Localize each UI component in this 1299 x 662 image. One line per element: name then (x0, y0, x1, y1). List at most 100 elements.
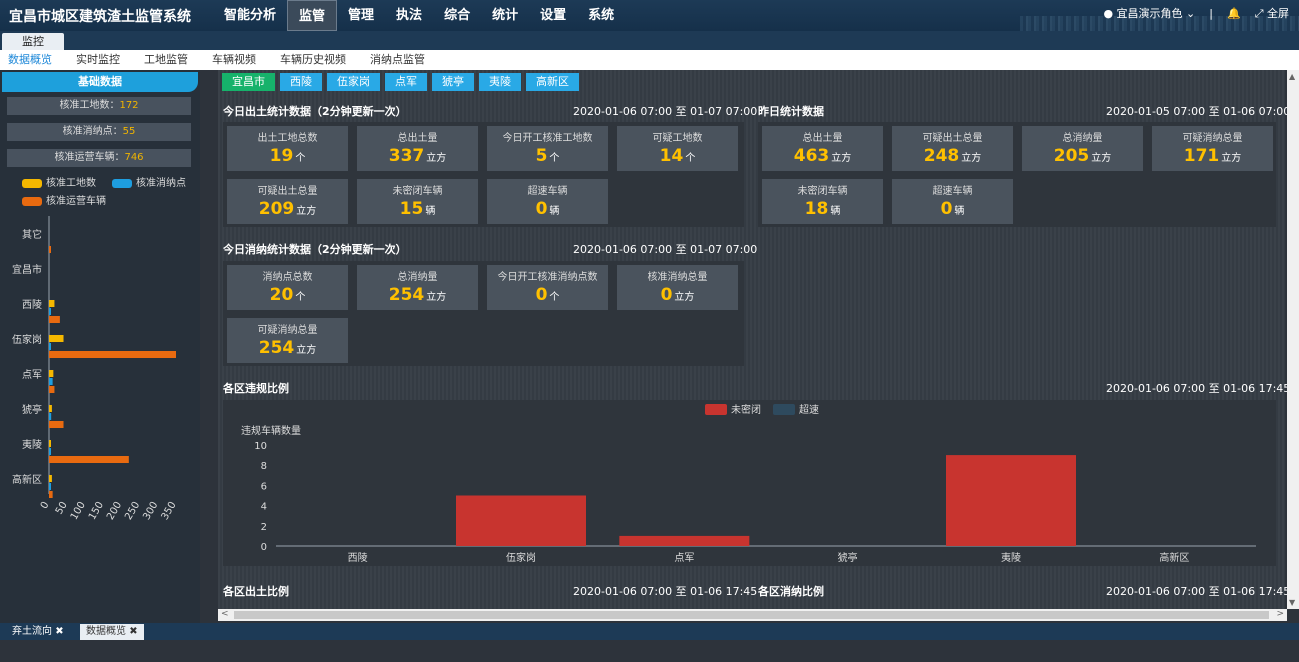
region-yichang[interactable]: 宜昌市 (222, 73, 275, 91)
tab-label: 数据概览 (86, 626, 126, 637)
submenu-vehicle-video[interactable]: 车辆视频 (212, 53, 256, 66)
side-bar (49, 351, 176, 358)
card-label: 总出土量 (802, 133, 843, 144)
stat-card: 超速车辆 0 辆 (892, 179, 1013, 224)
card-value: 171 立方 (1183, 146, 1242, 166)
nav-comprehensive[interactable]: 综合 (444, 8, 471, 23)
user-menu[interactable]: ● 宜昌演示角色 ⌄ (1103, 5, 1195, 21)
stat-card: 未密闭车辆 15 辆 (357, 179, 478, 224)
card-unit: 立方 (296, 345, 317, 356)
legend-label: 核准消纳点 (136, 178, 186, 189)
card-value: 205 立方 (1053, 146, 1112, 166)
violation-bar[interactable] (456, 495, 586, 547)
card-unit: 立方 (1221, 153, 1242, 164)
card-unit: 个 (549, 153, 560, 164)
close-icon[interactable]: ✖ (55, 626, 64, 637)
skyline-decoration (1020, 16, 1299, 31)
card-unit: 辆 (830, 206, 841, 217)
side-bar (49, 448, 51, 455)
legend-sites[interactable]: 核准工地数 (22, 174, 96, 189)
nav-statistics[interactable]: 统计 (492, 8, 519, 23)
close-icon[interactable]: ✖ (129, 626, 138, 637)
side-bar (49, 475, 52, 482)
x-tick-label: 150 (87, 500, 106, 522)
tab-monitor[interactable]: 监控 (2, 33, 64, 50)
stat-card: 可疑工地数 14 个 (617, 126, 738, 171)
stat-card: 核准消纳总量 0 立方 (617, 265, 738, 310)
today-out-range: 2020-01-06 07:00 至 01-07 07:00 (573, 105, 758, 118)
region-xiaoting[interactable]: 猇亭 (432, 73, 474, 91)
y-tick-label: 2 (261, 522, 267, 533)
side-bar (49, 246, 51, 253)
scroll-down-icon[interactable]: ▼ (1289, 598, 1296, 607)
card-value: 14 个 (659, 146, 696, 166)
card-label: 核准消纳总量 (647, 272, 708, 283)
legend-swatch[interactable] (705, 404, 727, 415)
nav-intelligent-analysis[interactable]: 智能分析 (224, 8, 277, 23)
x-tick-label: 100 (69, 500, 88, 522)
violation-bar[interactable] (619, 535, 750, 546)
nav-system[interactable]: 系统 (588, 8, 615, 23)
side-bar (49, 491, 53, 498)
vertical-scrollbar[interactable]: ▲ ▼ (1287, 70, 1299, 609)
nav-settings[interactable]: 设置 (540, 8, 567, 23)
legend-swatch[interactable] (773, 404, 795, 415)
stat-card: 总出土量 337 立方 (357, 126, 478, 171)
legend-label[interactable]: 超速 (799, 403, 819, 416)
card-label: 超速车辆 (932, 186, 973, 197)
category-label: 点军 (22, 369, 42, 381)
scroll-thumb[interactable] (234, 611, 1269, 619)
stat-label: 核准工地数： (59, 100, 120, 111)
scroll-up-icon[interactable]: ▲ (1289, 72, 1296, 81)
bottom-tab-data-overview[interactable]: 数据概览 ✖ (80, 624, 144, 640)
nav-management[interactable]: 管理 (348, 8, 375, 23)
scroll-right-icon[interactable]: > (1276, 609, 1284, 619)
x-tick-label: 夷陵 (1001, 551, 1021, 564)
expand-icon: ⤢ (1254, 7, 1264, 20)
submenu-realtime-monitor[interactable]: 实时监控 (76, 53, 120, 66)
nav-supervision[interactable]: 监管 (287, 0, 338, 31)
stat-card: 可疑出土总量 248 立方 (892, 126, 1013, 171)
today-dump-title: 今日消纳统计数据（2分钟更新一次） (223, 243, 407, 256)
region-xiling[interactable]: 西陵 (280, 73, 322, 91)
region-wujiagang[interactable]: 伍家岗 (327, 73, 380, 91)
out-ratio-range: 2020-01-06 07:00 至 01-06 17:45 (573, 585, 758, 598)
card-unit: 立方 (296, 206, 317, 217)
stat-card: 总出土量 463 立方 (762, 126, 883, 171)
submenu-site-supervision[interactable]: 工地监管 (144, 53, 188, 66)
legend-swatch (22, 196, 42, 206)
sidebar: 基础数据 核准工地数：172 核准消纳点：55 核准运营车辆：746 核准工地数… (0, 70, 200, 623)
card-unit: 立方 (674, 292, 695, 303)
bottom-tab-soil-flow[interactable]: 弃土流向 ✖ (6, 624, 70, 640)
legend-label[interactable]: 未密闭 (731, 403, 761, 416)
submenu-disposal-supervision[interactable]: 消纳点监管 (370, 53, 425, 66)
violation-bar[interactable] (946, 455, 1076, 546)
region-gaoxin[interactable]: 高新区 (526, 73, 579, 91)
scroll-left-icon[interactable]: < (221, 609, 229, 619)
region-dianjun[interactable]: 点军 (385, 73, 427, 91)
out-ratio-title: 各区出土比例 (223, 585, 289, 598)
region-yiling[interactable]: 夷陵 (479, 73, 521, 91)
submenu-data-overview[interactable]: 数据概览 (8, 53, 52, 66)
category-label: 其它 (22, 228, 42, 241)
main-nav: 智能分析 监管 管理 执法 综合 统计 设置 系统 (213, 0, 625, 31)
card-unit: 立方 (1091, 153, 1112, 164)
bottom-tab-bar: 弃土流向 ✖ 数据概览 ✖ (0, 623, 1299, 640)
category-label: 伍家岗 (12, 333, 42, 346)
x-tick-label: 350 (160, 500, 179, 522)
card-unit: 立方 (426, 153, 447, 164)
side-bar (49, 421, 64, 428)
card-value: 19 个 (269, 146, 306, 166)
submenu-vehicle-history-video[interactable]: 车辆历史视频 (280, 53, 346, 66)
legend-vehicles[interactable]: 核准运营车辆 (22, 192, 106, 207)
today-out-title: 今日出土统计数据（2分钟更新一次） (223, 105, 407, 118)
bell-icon[interactable]: 🔔 (1226, 6, 1241, 20)
stat-card: 超速车辆 0 辆 (487, 179, 608, 224)
horizontal-scrollbar[interactable]: < > (218, 609, 1287, 621)
fullscreen-button[interactable]: ⤢ 全屏 (1255, 5, 1289, 21)
nav-enforcement[interactable]: 执法 (396, 8, 423, 23)
legend-points[interactable]: 核准消纳点 (112, 174, 186, 189)
yesterday-title: 昨日统计数据 (758, 105, 824, 118)
fullscreen-label: 全屏 (1267, 7, 1289, 20)
